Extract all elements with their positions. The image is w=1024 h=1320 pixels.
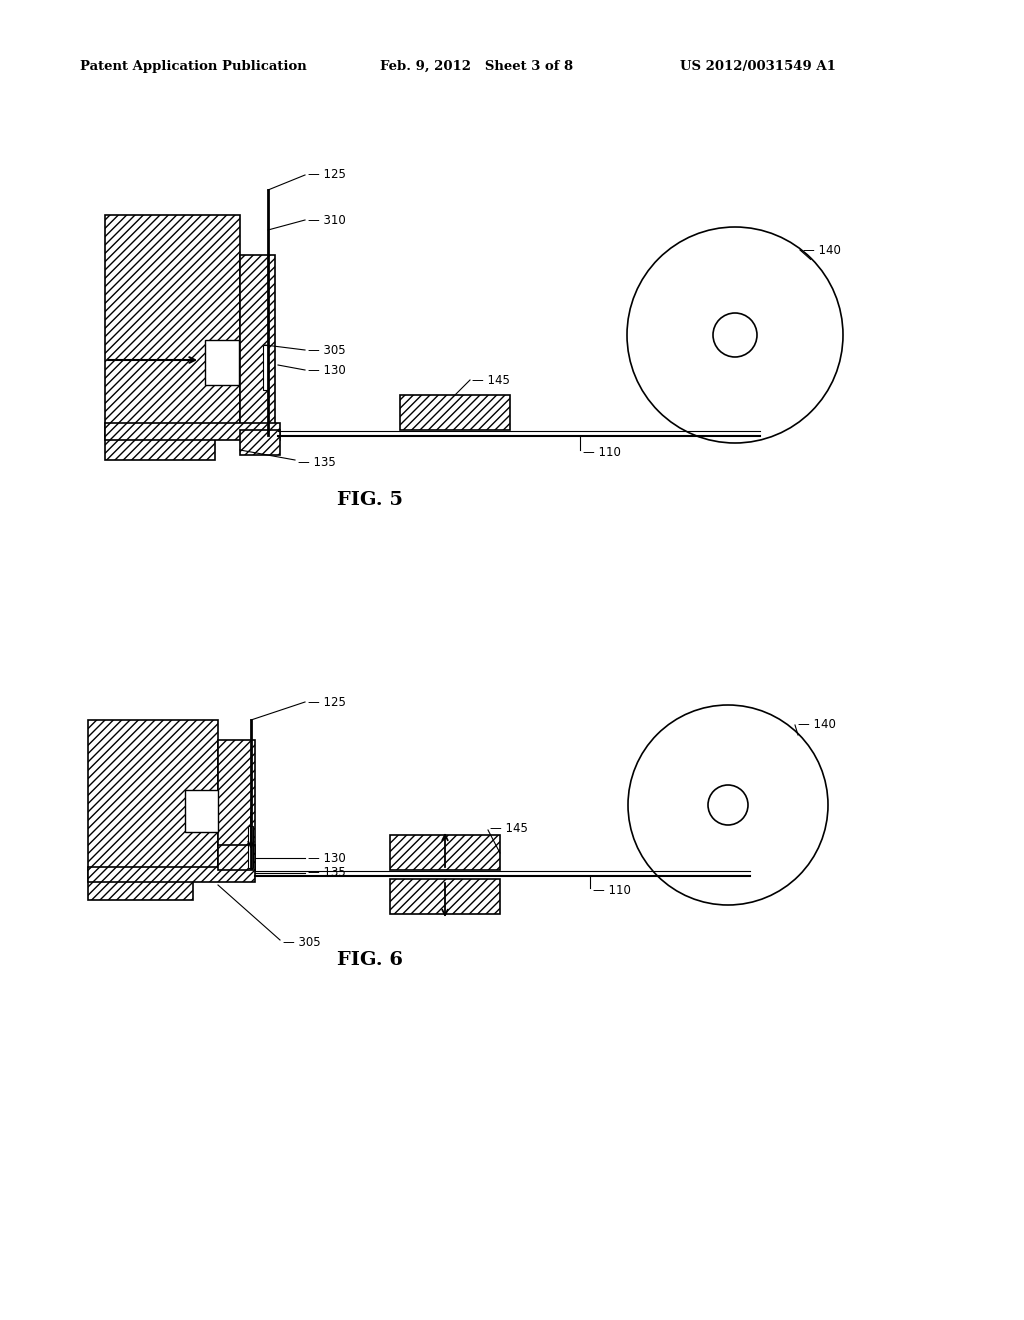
Text: — 145: — 145 [472, 374, 510, 387]
Circle shape [708, 785, 748, 825]
Text: — 135: — 135 [298, 455, 336, 469]
Text: — 145: — 145 [490, 821, 528, 834]
Bar [240, 430, 280, 455]
Text: — 305: — 305 [283, 936, 321, 949]
Bar [105, 422, 280, 440]
Text: FIG. 5: FIG. 5 [337, 491, 403, 510]
Text: — 140: — 140 [803, 243, 841, 256]
Text: — 125: — 125 [308, 696, 346, 709]
Text: — 110: — 110 [583, 446, 621, 458]
Bar [218, 741, 255, 870]
Circle shape [627, 227, 843, 444]
Text: FIG. 6: FIG. 6 [337, 950, 403, 969]
Bar [105, 430, 215, 459]
Bar [185, 789, 218, 832]
Text: — 305: — 305 [308, 343, 346, 356]
Bar [390, 836, 500, 870]
Text: — 135: — 135 [308, 866, 346, 879]
Text: US 2012/0031549 A1: US 2012/0031549 A1 [680, 59, 836, 73]
Circle shape [713, 313, 757, 356]
Bar [105, 215, 240, 430]
Text: Feb. 9, 2012   Sheet 3 of 8: Feb. 9, 2012 Sheet 3 of 8 [380, 59, 573, 73]
Text: — 130: — 130 [308, 851, 346, 865]
Text: — 110: — 110 [593, 883, 631, 896]
Bar [263, 345, 268, 389]
Text: — 130: — 130 [308, 363, 346, 376]
Bar [218, 845, 255, 870]
Text: — 125: — 125 [308, 169, 346, 181]
Bar [248, 826, 253, 869]
Text: Patent Application Publication: Patent Application Publication [80, 59, 307, 73]
Circle shape [628, 705, 828, 906]
Bar [88, 870, 193, 900]
Bar [88, 867, 255, 882]
Bar [240, 255, 275, 430]
Text: — 310: — 310 [308, 214, 346, 227]
Bar [205, 341, 239, 385]
Bar [88, 719, 218, 870]
Bar [400, 395, 510, 430]
Text: — 140: — 140 [798, 718, 836, 731]
Bar [390, 879, 500, 913]
